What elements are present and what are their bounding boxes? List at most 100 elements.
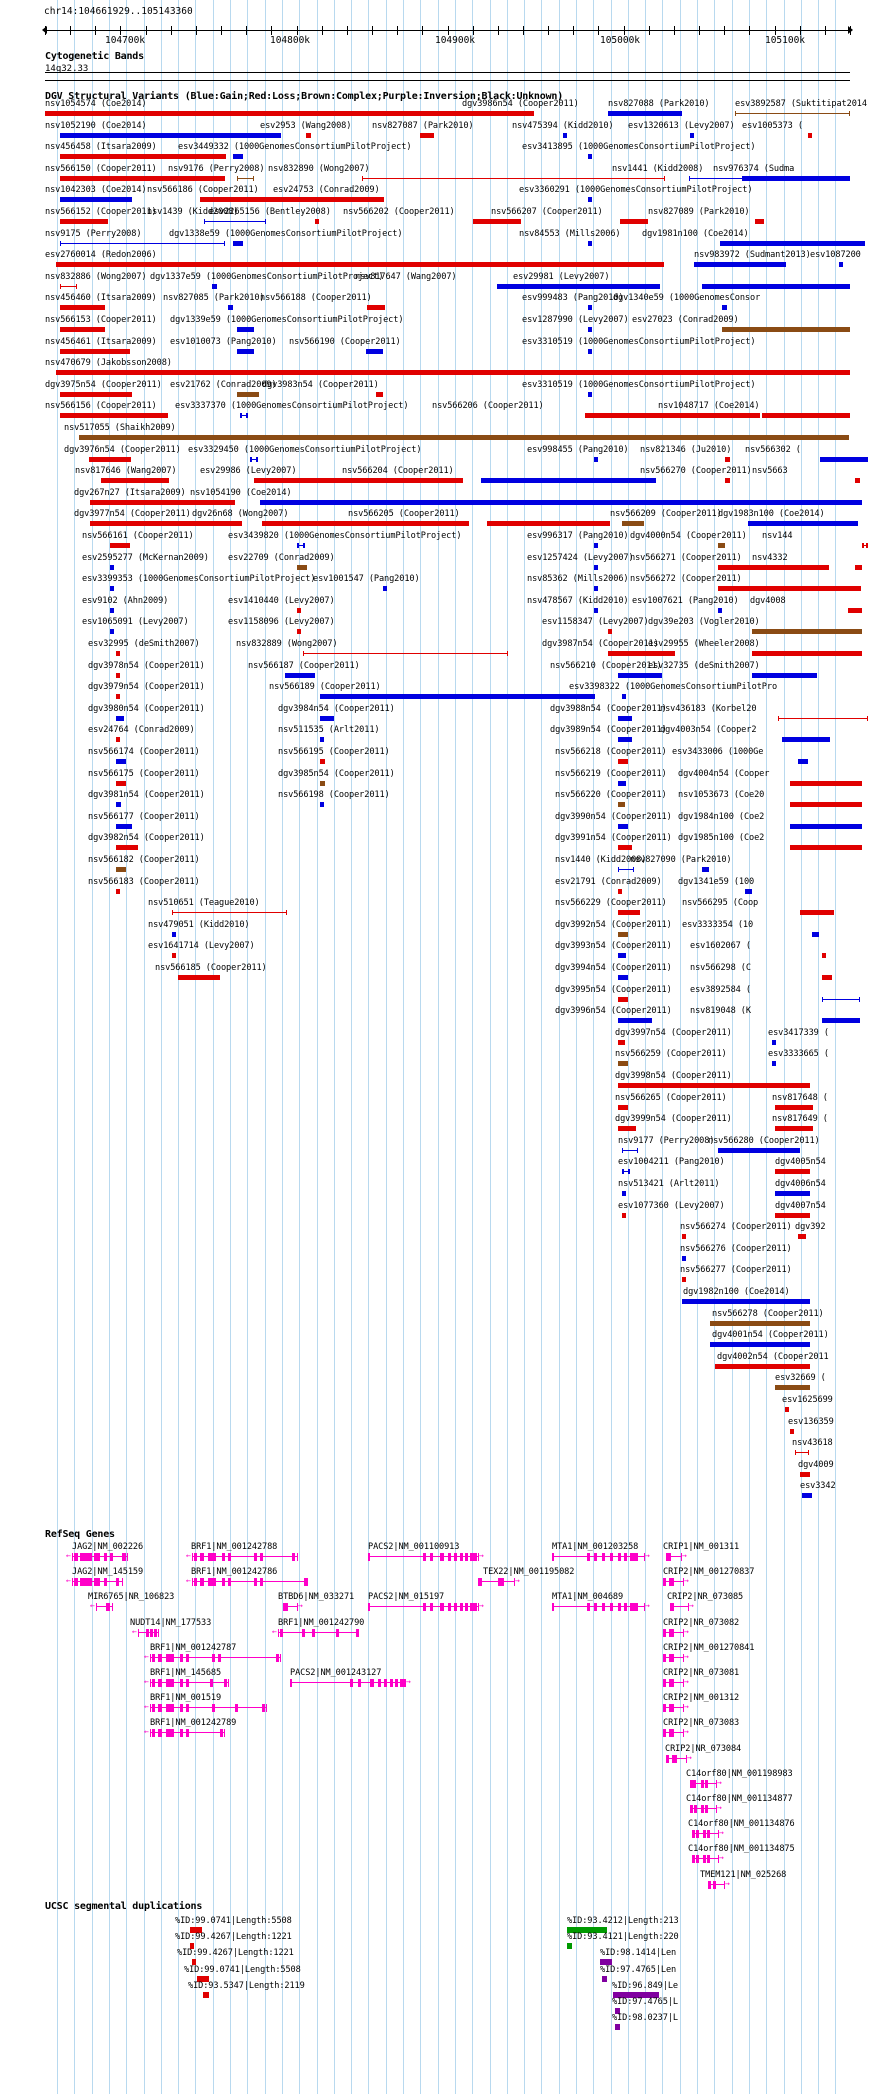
dgv-feature-bar[interactable] xyxy=(618,1061,628,1067)
dgv-feature-bar[interactable] xyxy=(60,132,281,138)
dgv-feature-label[interactable]: dgv3986n54 (Cooper2011) xyxy=(462,99,579,109)
dgv-feature-label[interactable]: esv3417339 ( xyxy=(768,1027,829,1038)
dgv-feature-label[interactable]: dgv3978n54 (Cooper2011) xyxy=(88,660,205,671)
refseq-gene-label[interactable]: C14orf80|NM_001198983 xyxy=(686,1768,793,1779)
dgv-feature-label[interactable]: nsv819048 (K xyxy=(690,1006,751,1017)
refseq-gene-exon[interactable] xyxy=(669,1729,674,1738)
refseq-gene-exon[interactable] xyxy=(158,1653,162,1662)
dgv-feature-bar[interactable] xyxy=(254,478,463,484)
refseq-gene-exon[interactable] xyxy=(228,1553,231,1561)
dgv-feature-label[interactable]: dgv1337e59 (1000GenomesConsortiumPilotPr… xyxy=(150,271,384,282)
segdup-label[interactable]: %ID:98.0237|L xyxy=(612,2013,678,2024)
segdup-bar[interactable] xyxy=(600,1959,612,1966)
dgv-feature-bar[interactable] xyxy=(462,111,534,116)
refseq-gene-exon[interactable] xyxy=(292,1553,295,1561)
dgv-feature-label[interactable]: dgv3979n54 (Cooper2011) xyxy=(88,682,205,693)
dgv-feature-bar[interactable] xyxy=(855,564,862,570)
refseq-gene-exon[interactable] xyxy=(708,1880,711,1889)
dgv-feature-line[interactable] xyxy=(822,998,860,1000)
dgv-feature-line[interactable] xyxy=(204,221,266,222)
dgv-feature-label[interactable]: esv22709 (Conrad2009) xyxy=(228,552,335,563)
segdup-label[interactable]: %ID:99.0741|Length:5508 xyxy=(184,1964,301,1975)
dgv-feature-label[interactable]: nsv566152 (Cooper2011) xyxy=(45,207,157,217)
dgv-feature-label[interactable]: dgv3988n54 (Cooper2011) xyxy=(550,703,667,714)
dgv-feature-bar[interactable] xyxy=(812,931,819,937)
dgv-feature-label[interactable]: nsv566276 (Cooper2011) xyxy=(680,1243,792,1254)
refseq-gene-exon[interactable] xyxy=(460,1553,463,1561)
dgv-feature-bar[interactable] xyxy=(718,543,725,548)
refseq-gene-exon[interactable] xyxy=(423,1603,426,1612)
refseq-gene-exon[interactable] xyxy=(106,1603,110,1612)
dgv-feature-bar[interactable] xyxy=(702,283,850,289)
dgv-feature-label[interactable]: dgv1984n100 (Coe2 xyxy=(678,811,765,822)
dgv-feature-bar[interactable] xyxy=(594,607,598,613)
dgv-feature-label[interactable]: dgv3985n54 (Cooper2011) xyxy=(278,768,395,779)
dgv-feature-label[interactable]: nsv475394 (Kidd2010) xyxy=(512,120,614,131)
refseq-gene-label[interactable]: CRIP2|NM_001270841 xyxy=(663,1642,755,1653)
dgv-feature-label[interactable]: nsv983972 (Sudmant2013) xyxy=(694,250,811,261)
dgv-feature-bar[interactable] xyxy=(110,543,130,548)
dgv-feature-label[interactable]: nsv513421 (Arlt2011) xyxy=(618,1179,720,1189)
dgv-feature-label[interactable]: nsv827085 (Park2010) xyxy=(163,293,265,304)
dgv-feature-bar[interactable] xyxy=(90,499,235,505)
dgv-feature-label[interactable]: nsv566161 (Cooper2011) xyxy=(82,531,194,541)
refseq-gene-exon[interactable] xyxy=(390,1679,393,1687)
refseq-gene-exon[interactable] xyxy=(465,1553,468,1561)
dgv-feature-label[interactable]: esv2760014 (Redon2006) xyxy=(45,250,157,261)
dgv-feature-label[interactable]: dgv1338e59 (1000GenomesConsortiumPilotPr… xyxy=(169,228,403,239)
refseq-gene-label[interactable]: CRIP2|NR_073083 xyxy=(663,1718,740,1729)
dgv-feature-bar[interactable] xyxy=(60,327,105,332)
dgv-feature-label[interactable]: nsv566187 (Cooper2011) xyxy=(248,660,360,671)
dgv-feature-bar[interactable] xyxy=(822,1018,860,1024)
dgv-feature-label[interactable]: nsv9176 (Perry2008) xyxy=(168,163,265,174)
dgv-feature-label[interactable]: esv1001547 (Pang2010) xyxy=(313,574,420,585)
dgv-feature-bar[interactable] xyxy=(45,111,462,116)
dgv-feature-bar[interactable] xyxy=(702,867,709,872)
refseq-gene-exon[interactable] xyxy=(166,1653,174,1662)
dgv-feature-line[interactable] xyxy=(618,869,634,870)
dgv-feature-label[interactable]: esv29986 (Levy2007) xyxy=(200,466,297,477)
refseq-gene-exon[interactable] xyxy=(460,1603,463,1612)
dgv-feature-bar[interactable] xyxy=(320,694,595,700)
dgv-feature-label[interactable]: dgv3990n54 (Cooper2011) xyxy=(555,811,672,822)
dgv-feature-bar[interactable] xyxy=(60,348,130,354)
refseq-gene-exon[interactable] xyxy=(669,1653,674,1662)
dgv-feature-label[interactable]: nsv817649 ( xyxy=(772,1114,828,1125)
dgv-feature-label[interactable]: nsv566206 (Cooper2011) xyxy=(432,401,544,412)
dgv-feature-label[interactable]: dgv4004n54 (Cooper xyxy=(678,768,770,779)
dgv-feature-label[interactable]: esv1007621 (Pang2010) xyxy=(632,595,739,606)
dgv-feature-bar[interactable] xyxy=(618,1126,636,1132)
dgv-feature-label[interactable]: esv1087200 xyxy=(810,250,861,261)
dgv-feature-bar[interactable] xyxy=(228,305,233,311)
dgv-feature-label[interactable]: esv3413895 (1000GenomesConsortiumPilotPr… xyxy=(522,142,756,153)
dgv-feature-bar[interactable] xyxy=(618,953,626,959)
refseq-gene-exon[interactable] xyxy=(498,1578,504,1587)
dgv-feature-bar[interactable] xyxy=(497,283,660,289)
dgv-feature-label[interactable]: nsv85362 (Mills2006) xyxy=(527,574,629,585)
dgv-feature-bar[interactable] xyxy=(775,1126,813,1132)
dgv-feature-label[interactable]: nsv1439 (Kidd2008) xyxy=(147,207,239,217)
dgv-feature-bar[interactable] xyxy=(366,348,383,354)
dgv-feature-label[interactable]: esv1065091 (Levy2007) xyxy=(82,617,189,628)
dgv-feature-line[interactable] xyxy=(735,113,850,114)
refseq-gene-label[interactable]: BRF1|NM_001242786 xyxy=(191,1567,278,1578)
refseq-gene-exon[interactable] xyxy=(254,1578,257,1587)
dgv-feature-label[interactable]: nsv510651 (Teague2010) xyxy=(148,898,260,909)
refseq-gene-exon[interactable] xyxy=(663,1704,666,1713)
refseq-gene-exon[interactable] xyxy=(707,1830,710,1839)
dgv-feature-label[interactable]: nsv566218 (Cooper2011) xyxy=(555,747,667,757)
refseq-gene-label[interactable]: CRIP2|NM_001312 xyxy=(663,1693,740,1704)
refseq-gene-exon[interactable] xyxy=(150,1628,153,1637)
dgv-feature-bar[interactable] xyxy=(618,780,626,786)
dgv-feature-line[interactable] xyxy=(622,1149,638,1151)
refseq-gene-exon[interactable] xyxy=(618,1603,621,1612)
dgv-feature-bar[interactable] xyxy=(60,197,132,203)
dgv-feature-label[interactable]: nsv566210 (Cooper2011) xyxy=(550,660,662,671)
dgv-feature-label[interactable]: esv3892587 (Suktitipat2014 xyxy=(735,99,867,109)
refseq-gene-exon[interactable] xyxy=(666,1754,669,1763)
dgv-feature-bar[interactable] xyxy=(594,586,598,592)
dgv-feature-label[interactable]: esv3333665 ( xyxy=(768,1049,829,1060)
dgv-feature-line[interactable] xyxy=(778,717,868,719)
dgv-feature-label[interactable]: nsv511535 (Arlt2011) xyxy=(278,725,380,736)
refseq-gene-exon[interactable] xyxy=(186,1653,189,1662)
